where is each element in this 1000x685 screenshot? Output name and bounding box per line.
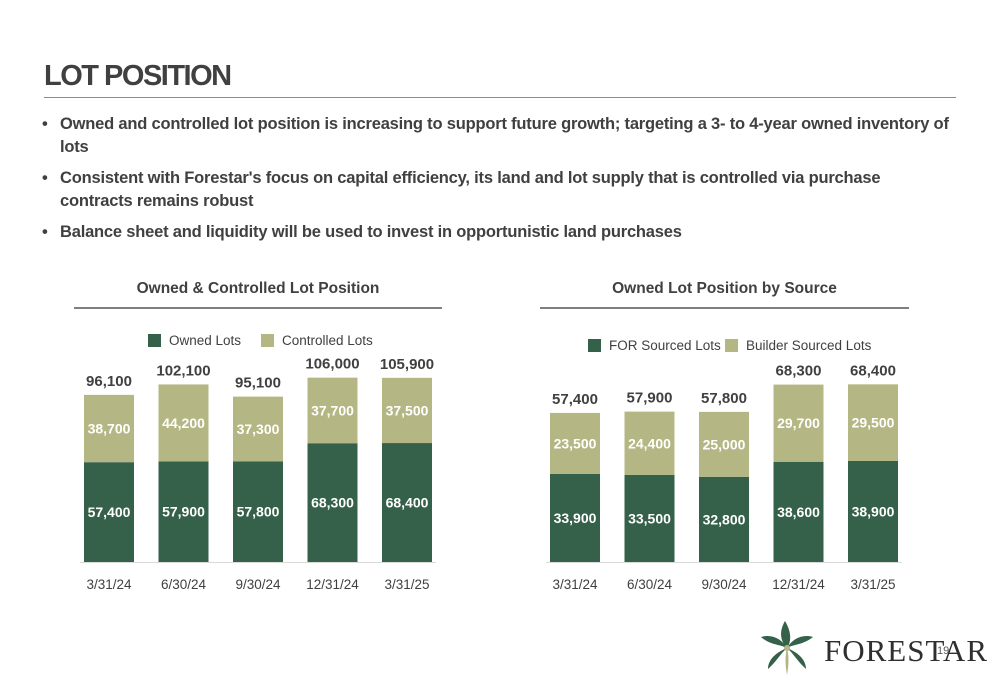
bar-segment — [773, 461, 824, 562]
data-label: 57,900 — [162, 504, 205, 520]
data-label: 57,800 — [237, 504, 280, 520]
data-label: 24,400 — [628, 435, 671, 451]
bar-segment — [848, 460, 898, 562]
bar-segment — [550, 412, 600, 474]
data-label: 38,600 — [777, 504, 820, 520]
total-label: 57,400 — [552, 391, 598, 408]
x-tick-label: 9/30/24 — [235, 577, 281, 592]
bullet-list: Owned and controlled lot position is inc… — [42, 113, 957, 252]
legend-label: Builder Sourced Lots — [746, 338, 872, 353]
data-label: 33,900 — [554, 510, 597, 526]
bar-segment — [307, 377, 358, 444]
owned-by-source-chart: Owned Lot Position by Source FOR Sourced… — [540, 280, 909, 610]
bullet-item: Owned and controlled lot position is inc… — [42, 113, 957, 159]
total-label: 102,100 — [156, 362, 210, 379]
bar-segment — [624, 411, 675, 475]
page-title: LOT POSITION — [44, 60, 232, 92]
total-label: 106,000 — [305, 356, 359, 373]
owned-controlled-chart: Owned & Controlled Lot Position Owned Lo… — [74, 280, 442, 610]
total-label: 68,400 — [850, 362, 896, 379]
chart-plot: 57,400 38,700 96,100 3/31/24 57,900 44,200 102… — [80, 356, 436, 592]
x-tick-label: 3/31/24 — [86, 577, 132, 592]
legend-swatch — [148, 334, 161, 347]
forestar-logo-text: FORESTAR — [824, 633, 988, 668]
legend-swatch — [261, 334, 274, 347]
bar-segment — [84, 394, 134, 463]
bullet-item: Balance sheet and liquidity will be used… — [42, 221, 957, 244]
bar-segment — [550, 473, 600, 562]
data-label: 29,500 — [852, 415, 895, 431]
x-tick-label: 3/31/25 — [384, 577, 429, 592]
total-label: 95,100 — [235, 375, 281, 392]
bar-segment — [84, 462, 134, 562]
page-number: 19 — [937, 645, 950, 657]
bar-segment — [158, 384, 209, 462]
bar-segment — [699, 476, 749, 562]
bar-segment — [382, 443, 432, 562]
legend-label: Controlled Lots — [282, 333, 373, 348]
bar-segment — [158, 461, 209, 562]
chart-title: Owned Lot Position by Source — [612, 280, 837, 297]
x-tick-label: 3/31/24 — [552, 577, 598, 592]
total-label: 68,300 — [776, 363, 822, 380]
chart-title-rule — [540, 307, 909, 309]
x-tick-label: 6/30/24 — [161, 577, 207, 592]
total-label: 96,100 — [86, 373, 132, 390]
data-label: 57,400 — [88, 504, 131, 520]
data-label: 25,000 — [703, 436, 746, 452]
x-tick-label: 12/31/24 — [306, 577, 359, 592]
data-label: 37,700 — [311, 402, 354, 418]
x-tick-label: 9/30/24 — [701, 577, 747, 592]
x-tick-label: 6/30/24 — [627, 577, 673, 592]
x-tick-label: 3/31/25 — [850, 577, 895, 592]
legend-item-owned-lots: Owned Lots — [148, 333, 241, 348]
legend-swatch — [588, 339, 601, 352]
bar-segment — [233, 461, 283, 562]
bar-segment — [848, 384, 898, 461]
data-label: 68,300 — [311, 495, 354, 511]
data-label: 68,400 — [386, 495, 429, 511]
bullet-item: Consistent with Forestar's focus on capi… — [42, 167, 957, 213]
data-label: 38,900 — [852, 503, 895, 519]
data-label: 38,700 — [88, 421, 131, 437]
legend-swatch — [725, 339, 738, 352]
legend-item-controlled-lots: Controlled Lots — [261, 333, 373, 348]
total-label: 57,900 — [627, 390, 673, 407]
x-tick-label: 12/31/24 — [772, 577, 825, 592]
data-label: 37,300 — [237, 421, 280, 437]
bar-segment — [624, 474, 675, 562]
chart-title-rule — [74, 307, 442, 309]
total-label: 105,900 — [380, 356, 434, 373]
data-label: 37,500 — [386, 402, 429, 418]
legend-item-builder-sourced-lots: Builder Sourced Lots — [725, 338, 871, 353]
legend-label: FOR Sourced Lots — [609, 338, 721, 353]
legend-label: Owned Lots — [169, 333, 242, 348]
chart-plot: 33,900 23,500 57,400 3/31/24 33,500 24,400 57,… — [546, 362, 902, 592]
data-label: 23,500 — [554, 435, 597, 451]
title-divider — [44, 97, 956, 98]
bar-segment — [773, 384, 824, 462]
data-label: 33,500 — [628, 510, 671, 526]
bar-segment — [233, 396, 283, 462]
data-label: 29,700 — [777, 415, 820, 431]
total-label: 57,800 — [701, 390, 747, 407]
data-label: 32,800 — [703, 511, 746, 527]
legend-item-for-sourced-lots: FOR Sourced Lots — [588, 338, 721, 353]
chart-title: Owned & Controlled Lot Position — [136, 280, 380, 297]
data-label: 44,200 — [162, 415, 205, 431]
forestar-leaf-logo-icon — [761, 621, 813, 675]
bar-segment — [699, 411, 749, 477]
bar-segment — [307, 443, 358, 562]
bar-segment — [382, 377, 432, 444]
